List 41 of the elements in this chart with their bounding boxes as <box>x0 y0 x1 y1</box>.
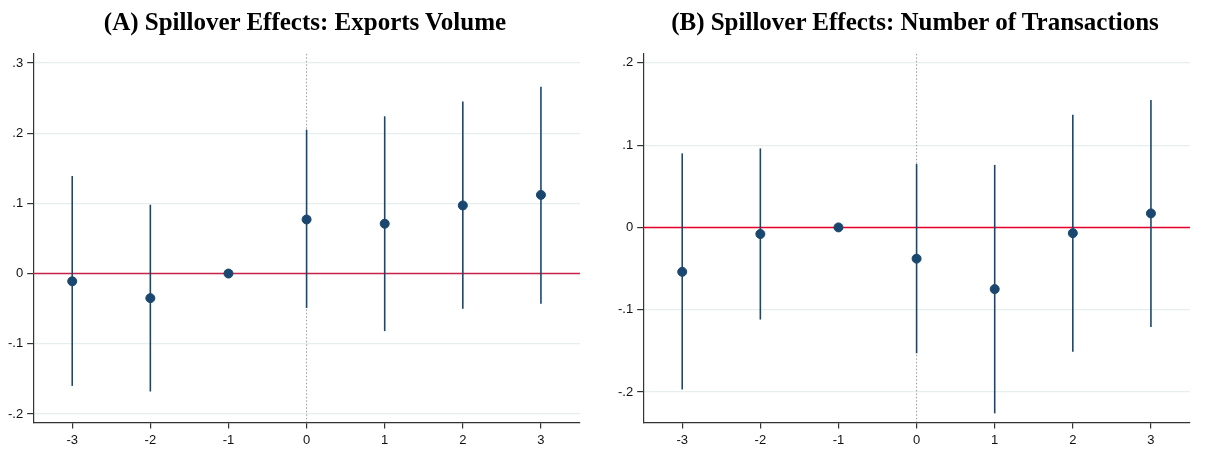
y-tick-label: .2 <box>622 54 634 70</box>
point <box>67 276 78 287</box>
x-tick-label: -2 <box>754 431 767 447</box>
point <box>223 268 234 279</box>
point <box>833 222 844 233</box>
y-tick-label: 0 <box>625 218 634 234</box>
y-tick-label: .1 <box>622 136 634 152</box>
y-tick-label: -.2 <box>618 383 634 399</box>
y-tick-label: .2 <box>12 124 24 140</box>
x-tick-label: 0 <box>912 431 921 447</box>
x-tick-label: 2 <box>1069 431 1077 447</box>
y-tick-label: .3 <box>12 54 24 70</box>
x-tick-label: -3 <box>66 431 79 447</box>
y-tick-label: -.2 <box>8 405 24 421</box>
point <box>301 214 312 225</box>
point <box>1067 228 1078 239</box>
point <box>989 284 1000 295</box>
x-tick-label: 2 <box>459 431 467 447</box>
point <box>145 293 156 304</box>
x-tick-label: -1 <box>832 431 845 447</box>
chart-title: (A) Spillover Effects: Exports Volume <box>102 8 508 38</box>
point <box>911 253 922 264</box>
point <box>379 218 390 229</box>
point <box>535 189 546 200</box>
x-tick-label: 1 <box>991 431 999 447</box>
x-tick-label: 0 <box>302 431 311 447</box>
y-tick-label: -.1 <box>8 335 24 351</box>
y-tick-label: 0 <box>15 265 24 281</box>
y-tick-label: -.1 <box>618 301 634 317</box>
chart-title: (B) Spillover Effects: Number of Transactions <box>670 8 1160 38</box>
x-tick-label: 1 <box>381 431 389 447</box>
point <box>677 266 688 277</box>
x-tick-label: -2 <box>144 431 157 447</box>
point <box>1145 208 1156 219</box>
x-tick-label: 3 <box>537 431 545 447</box>
x-tick-label: -3 <box>676 431 689 447</box>
point <box>457 200 468 211</box>
x-tick-label: -1 <box>222 431 235 447</box>
y-tick-label: .1 <box>12 194 24 210</box>
x-tick-label: 3 <box>1147 431 1155 447</box>
point <box>755 228 766 239</box>
